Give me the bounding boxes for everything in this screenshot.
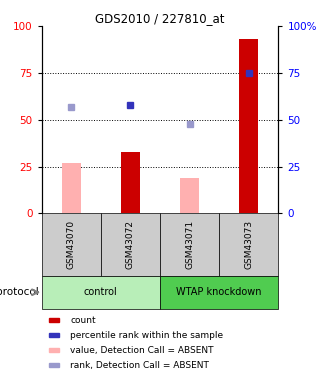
Text: protocol: protocol — [0, 287, 39, 297]
Bar — [160, 213, 219, 276]
Text: percentile rank within the sample: percentile rank within the sample — [70, 331, 223, 340]
Text: GSM43072: GSM43072 — [126, 220, 135, 269]
Text: rank, Detection Call = ABSENT: rank, Detection Call = ABSENT — [70, 360, 209, 369]
Bar — [42, 213, 101, 276]
Text: control: control — [84, 287, 118, 297]
Bar — [101, 213, 160, 276]
Text: value, Detection Call = ABSENT: value, Detection Call = ABSENT — [70, 345, 213, 354]
Title: GDS2010 / 227810_at: GDS2010 / 227810_at — [95, 12, 225, 25]
Bar — [180, 178, 199, 213]
Text: GSM43073: GSM43073 — [244, 220, 253, 269]
Bar — [49, 348, 59, 352]
Bar — [62, 163, 81, 213]
Text: count: count — [70, 316, 96, 325]
Bar — [121, 152, 140, 213]
Bar — [239, 39, 258, 213]
Text: GSM43070: GSM43070 — [67, 220, 76, 269]
Bar — [42, 276, 160, 309]
Bar — [219, 213, 278, 276]
Text: WTAP knockdown: WTAP knockdown — [176, 287, 262, 297]
Bar — [49, 333, 59, 337]
Text: GSM43071: GSM43071 — [185, 220, 194, 269]
Bar — [49, 318, 59, 322]
Bar — [49, 363, 59, 367]
Bar — [160, 276, 278, 309]
